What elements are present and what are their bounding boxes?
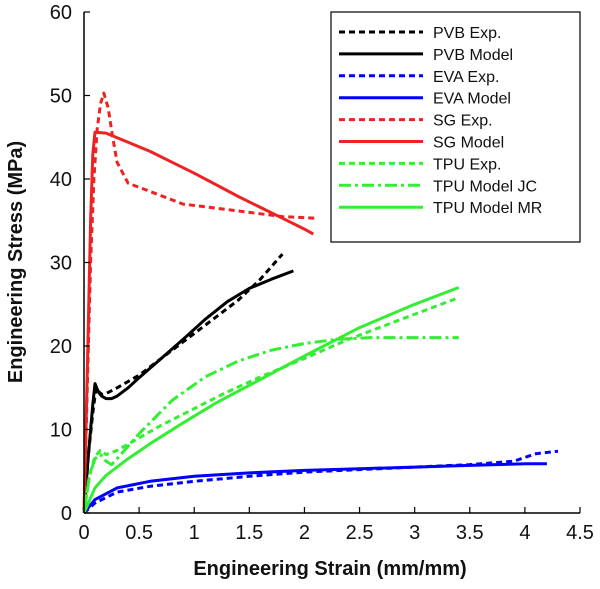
series-line-pvb-exp — [82, 253, 284, 514]
legend-label: SG Exp. — [433, 113, 493, 130]
x-tick-label: 3 — [409, 522, 420, 544]
x-tick-label: 3.5 — [456, 522, 484, 544]
legend-box — [330, 11, 581, 243]
x-tick-label: 4 — [519, 522, 530, 544]
series-line-pvb-model — [82, 269, 294, 514]
legend-label: PVB Exp. — [433, 25, 501, 42]
y-axis-title: Engineering Stress (MPa) — [5, 141, 27, 383]
y-tick-label: 40 — [50, 169, 72, 191]
series-line-tpu-model-mr — [82, 286, 460, 514]
y-tick-label: 0 — [61, 503, 72, 525]
x-tick-label: 2.5 — [346, 522, 374, 544]
series-line-tpu-exp — [82, 296, 460, 514]
x-axis-title: Engineering Strain (mm/mm) — [193, 558, 466, 580]
y-tick-label: 20 — [50, 336, 72, 358]
legend-label: SG Model — [433, 135, 504, 152]
legend-label: EVA Exp. — [433, 69, 499, 86]
legend-label: TPU Exp. — [433, 156, 501, 173]
legend-label: EVA Model — [433, 91, 511, 108]
y-tick-label: 50 — [50, 86, 72, 108]
axes-layer: 0 0.5 1 1.5 2 2.5 3 3.5 4 4.5 0 10 20 30 40 50 60 — [50, 2, 594, 544]
x-tick-label: 0.5 — [125, 522, 153, 544]
x-tick-label: 1 — [189, 522, 200, 544]
y-tick-label: 60 — [50, 2, 72, 24]
y-tick-label: 10 — [50, 420, 72, 442]
series-line-tpu-model-jc — [82, 336, 459, 514]
x-tick-label: 1.5 — [235, 522, 263, 544]
series-layer — [82, 91, 559, 515]
series-line-eva-model — [82, 462, 547, 514]
legend-label: PVB Model — [433, 47, 513, 64]
x-tick-label: 2 — [299, 522, 310, 544]
legend: PVB Exp. PVB Model EVA Exp. EVA Model SG Exp… — [330, 11, 581, 243]
x-tick-label: 4.5 — [566, 522, 594, 544]
y-tick-label: 30 — [50, 253, 72, 275]
series-line-sg-exp — [82, 91, 316, 514]
legend-label: TPU Model JC — [433, 178, 537, 195]
series-line-sg-model — [82, 130, 315, 514]
x-tick-label: 0 — [78, 522, 89, 544]
legend-label: TPU Model MR — [433, 200, 542, 217]
